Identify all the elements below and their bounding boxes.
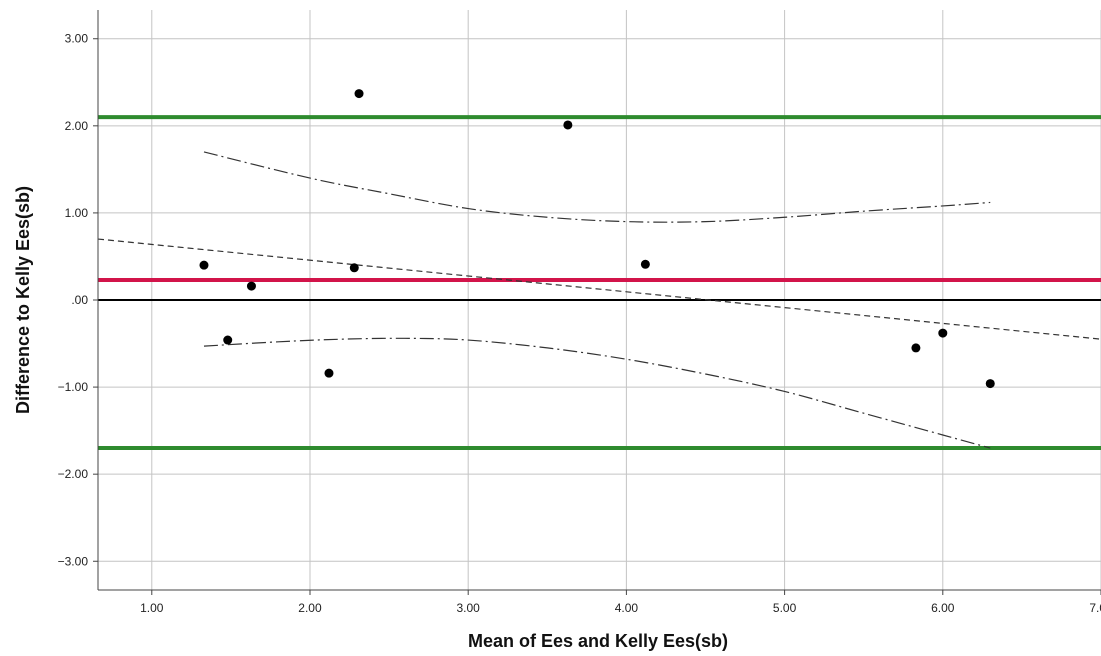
x-tick-label: 3.00	[457, 601, 481, 615]
upper-confidence-band	[203, 151, 991, 223]
axes-layer	[93, 10, 1101, 595]
x-tick-label: 1.00	[140, 601, 164, 615]
x-tick-label: 2.00	[298, 601, 322, 615]
data-point	[324, 368, 334, 378]
data-point	[199, 260, 209, 270]
y-tick-label: −3.00	[58, 554, 89, 568]
data-point	[985, 379, 995, 389]
y-axis-title: Difference to Kelly Ees(sb)	[13, 186, 33, 414]
x-tick-label: 4.00	[615, 601, 639, 615]
y-tick-label: .00	[71, 293, 88, 307]
data-point	[354, 89, 364, 99]
data-point	[349, 263, 359, 273]
regression-line	[97, 238, 1101, 340]
x-tick-label: 6.00	[931, 601, 955, 615]
data-point	[563, 120, 573, 130]
data-point	[911, 343, 921, 353]
y-tick-label: −2.00	[58, 467, 89, 481]
data-point	[640, 259, 650, 269]
x-tick-label: 5.00	[773, 601, 797, 615]
data-points-layer	[199, 89, 995, 389]
x-tick-label: 7.00	[1089, 601, 1101, 615]
data-point	[938, 328, 948, 338]
fit-lines-layer	[97, 151, 1101, 449]
y-tick-label: 2.00	[65, 119, 89, 133]
y-tick-label: 3.00	[65, 32, 89, 46]
tick-labels-layer: 3.00 2.00 1.00 .00 −1.00 −2.00 −3.00 1.00 2.00 3.…	[58, 32, 1101, 615]
reference-lines-layer	[98, 115, 1101, 451]
data-point	[223, 335, 233, 345]
lower-confidence-band	[203, 337, 991, 449]
x-axis-title: Mean of Ees and Kelly Ees(sb)	[468, 631, 728, 651]
data-point	[246, 281, 256, 291]
y-tick-label: 1.00	[65, 206, 89, 220]
y-tick-label: −1.00	[58, 380, 89, 394]
